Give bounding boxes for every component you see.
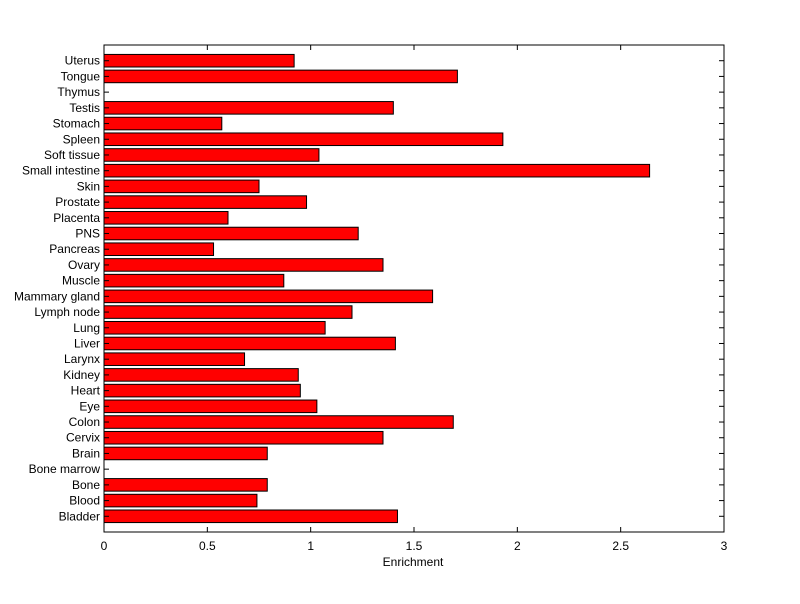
bar-soft-tissue (103, 148, 320, 162)
ticks-layer (103, 45, 725, 532)
bar-blood (103, 493, 258, 508)
bar-stomach (103, 116, 223, 131)
y-tick-label-bone: Bone (72, 478, 100, 492)
y-tick-label-small-intestine: Small intestine (22, 164, 100, 178)
y-tick-label-larynx: Larynx (64, 352, 100, 366)
bar-eye (103, 399, 318, 414)
bar-placenta (103, 211, 229, 225)
bar-spleen (103, 132, 504, 147)
y-tick-label-pancreas: Pancreas (49, 242, 100, 256)
x-tick-label-0-5: 0.5 (199, 539, 216, 553)
bar-tongue (103, 69, 458, 84)
x-tick-label-3: 3 (721, 539, 728, 553)
x-tick-label-0: 0 (101, 539, 108, 553)
bar-skin (103, 179, 260, 194)
y-tick-label-muscle: Muscle (62, 274, 100, 288)
x-axis-label: Enrichment (383, 555, 444, 569)
y-tick-label-uterus: Uterus (65, 54, 100, 68)
bar-mammary-gland (103, 289, 434, 304)
x-tick-label-2: 2 (514, 539, 521, 553)
bar-larynx (103, 352, 246, 366)
bar-cervix (103, 430, 384, 445)
y-tick-label-tongue: Tongue (61, 69, 101, 83)
y-tick-label-soft-tissue: Soft tissue (44, 148, 100, 162)
x-tick-label-2-5: 2.5 (612, 539, 629, 553)
y-tick-label-placenta: Placenta (53, 211, 100, 225)
y-tick-label-lymph-node: Lymph node (34, 305, 100, 319)
y-tick-label-mammary-gland: Mammary gland (14, 289, 100, 303)
bar-lymph-node (103, 305, 353, 319)
bar-uterus (103, 53, 295, 68)
x-tick-label-1-5: 1.5 (406, 539, 423, 553)
y-tick-label-ovary: Ovary (68, 258, 100, 272)
bar-kidney (103, 368, 299, 382)
bars-layer (103, 53, 651, 524)
bar-muscle (103, 273, 285, 288)
y-tick-label-bladder: Bladder (59, 509, 100, 523)
bar-pns (103, 226, 359, 241)
bar-heart (103, 383, 301, 398)
bar-brain (103, 446, 268, 461)
y-tick-label-skin: Skin (77, 179, 100, 193)
y-tick-label-lung: Lung (73, 321, 100, 335)
bar-bladder (103, 509, 398, 524)
y-tick-label-thymus: Thymus (57, 85, 100, 99)
y-tick-label-heart: Heart (71, 384, 101, 398)
y-tick-label-spleen: Spleen (63, 132, 100, 146)
bar-lung (103, 320, 326, 335)
bar-ovary (103, 258, 384, 272)
y-tick-label-testis: Testis (69, 101, 100, 115)
y-tick-label-pns: PNS (75, 227, 100, 241)
y-tick-label-bone-marrow: Bone marrow (29, 462, 101, 476)
y-tick-label-prostate: Prostate (55, 195, 100, 209)
y-tick-label-liver: Liver (74, 336, 100, 350)
y-tick-label-kidney: Kidney (63, 368, 100, 382)
y-tick-label-blood: Blood (69, 494, 100, 508)
bar-small-intestine (103, 163, 651, 178)
bar-colon (103, 415, 454, 429)
y-tick-label-eye: Eye (79, 399, 100, 413)
bar-liver (103, 336, 396, 351)
y-tick-label-cervix: Cervix (66, 431, 100, 445)
bar-pancreas (103, 242, 215, 257)
bar-testis (103, 101, 394, 115)
y-tick-label-brain: Brain (72, 446, 100, 460)
bar-prostate (103, 195, 308, 209)
y-tick-label-stomach: Stomach (53, 117, 100, 131)
x-tick-label-1: 1 (307, 539, 314, 553)
y-tick-label-colon: Colon (69, 415, 100, 429)
bar-bone (103, 478, 268, 492)
